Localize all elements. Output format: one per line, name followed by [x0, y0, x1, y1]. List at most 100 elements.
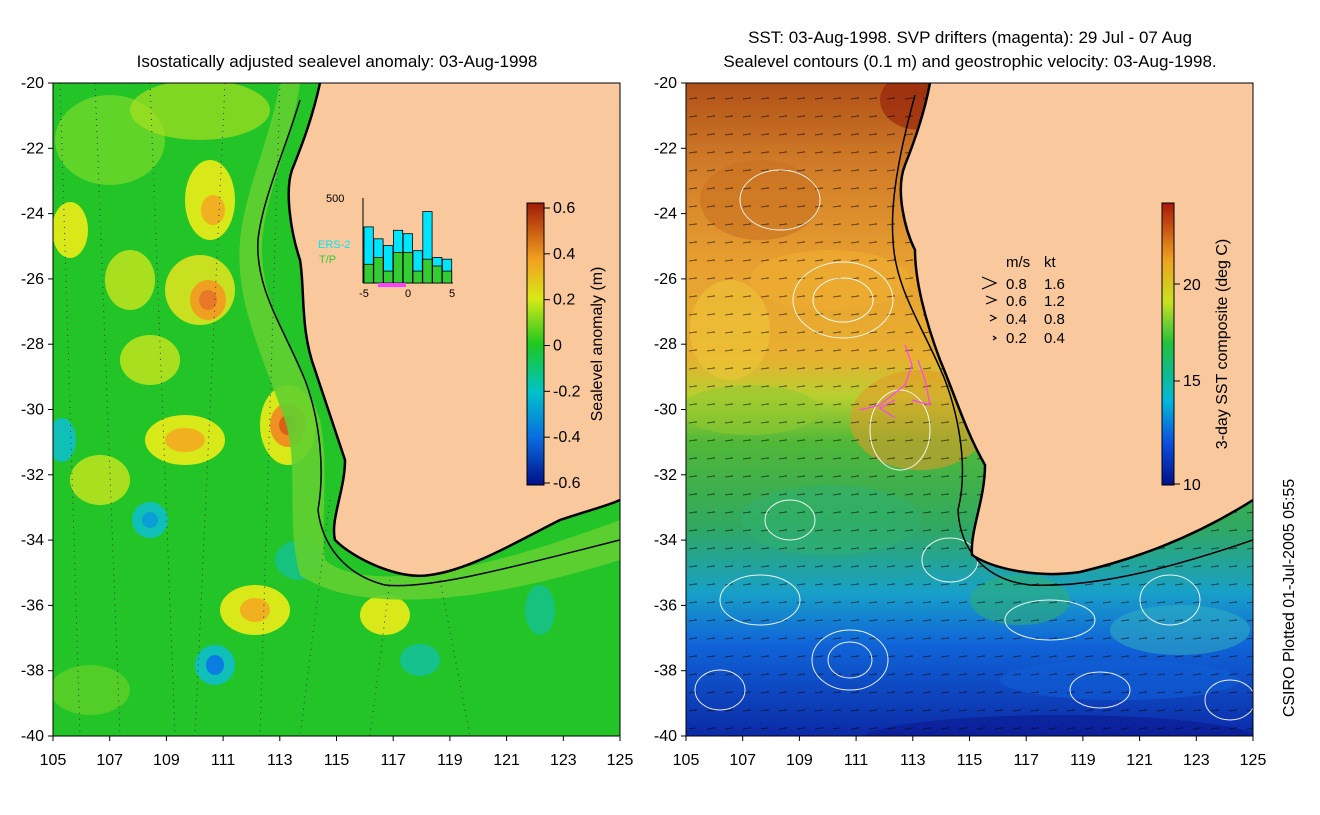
x-tick-label: 109 — [786, 752, 813, 769]
x-tick-label: 109 — [153, 752, 180, 769]
x-tick-label: 125 — [607, 752, 634, 769]
inset-legend-ers2: ERS-2 — [318, 239, 350, 251]
x-tick-label: 107 — [96, 752, 123, 769]
shelf-isobath-left — [257, 99, 620, 587]
y-tick-label: -20 — [21, 75, 44, 92]
inset-max-label: 500 — [326, 193, 344, 205]
y-tick-label: -22 — [21, 140, 44, 157]
sla-colorbar-tick: -0.4 — [553, 429, 581, 446]
inset-bar-tp — [412, 270, 423, 284]
sst-colorbar-tick: 15 — [1183, 373, 1201, 390]
left-x-axis: 105 107 109 111 113 115 117 119 121 123 125 — [40, 736, 634, 769]
satellite-tracks — [59, 83, 471, 736]
sealevel-contours — [694, 169, 1253, 721]
right-x-axis: 105 107 109 111 113 115 117 119 121 123 125 — [673, 736, 1267, 769]
y-tick-label: -26 — [21, 271, 44, 288]
x-tick-label: 125 — [1240, 752, 1267, 769]
x-tick-label: 117 — [1013, 752, 1039, 769]
svp-drifter-tracks — [859, 344, 931, 419]
x-tick-label: 105 — [673, 752, 700, 769]
sla-colorbar — [526, 202, 545, 486]
velocity-legend-arrow — [992, 335, 998, 341]
y-tick-label: -36 — [654, 597, 677, 614]
x-tick-label: 107 — [729, 752, 756, 769]
sst-colorbar — [1161, 202, 1175, 486]
sla-map: 500 ERS-2 T/P -5 0 5 — [53, 83, 620, 736]
y-tick-label: -32 — [21, 467, 44, 484]
y-tick-label: -30 — [654, 402, 677, 419]
inset-bars — [363, 211, 453, 284]
sst-colorbar-tick: 20 — [1183, 277, 1201, 294]
inset-bar-tp — [422, 258, 433, 284]
sla-colorbar-tick: 0 — [553, 338, 562, 355]
left-panel-title: Isostatically adjusted sealevel anomaly:… — [137, 52, 538, 71]
y-tick-label: -22 — [654, 140, 677, 157]
inset-bar-tp — [383, 270, 394, 284]
y-tick-label: -36 — [21, 597, 44, 614]
inset-time-window — [378, 283, 406, 287]
x-tick-label: 121 — [1126, 752, 1153, 769]
x-tick-label: 123 — [1183, 752, 1210, 769]
left-y-axis: -20 -22 -24 -26 -28 -30 -32 -34 -36 -38 -40 — [21, 75, 53, 745]
shelf-isobath-right — [891, 94, 1253, 587]
velocity-legend-kt: 0.4 — [1044, 330, 1065, 347]
velocity-legend-kt: 0.8 — [1044, 311, 1065, 328]
sla-colorbar-tick: 0.6 — [553, 200, 575, 217]
velocity-legend-kt: 1.6 — [1044, 276, 1065, 293]
velocity-legend-arrow — [981, 276, 998, 290]
inset-bar-tp — [392, 251, 404, 284]
x-tick-label: 115 — [957, 752, 983, 769]
velocity-legend-ms: 0.4 — [1006, 311, 1027, 328]
velocity-legend-ms: 0.8 — [1006, 276, 1027, 293]
velocity-legend-ms: 0.6 — [1006, 293, 1027, 310]
velocity-legend: m/s kt 0.8 1.6 0.6 1.2 0.4 0.8 0.2 0.4 — [981, 254, 1065, 347]
inset-xtick: 0 — [405, 288, 411, 300]
inset-legend-tp: T/P — [319, 254, 336, 266]
right-panel-title-line1: SST: 03-Aug-1998. SVP drifters (magenta)… — [748, 28, 1192, 47]
x-tick-label: 119 — [437, 752, 463, 769]
y-tick-label: -38 — [21, 663, 44, 680]
sla-colorbar-tick: 0.4 — [553, 246, 575, 263]
sst-colorbar-tick: 10 — [1183, 477, 1201, 494]
inset-bar-tp — [402, 251, 413, 284]
x-tick-label: 119 — [1070, 752, 1096, 769]
x-tick-label: 111 — [844, 752, 868, 769]
y-tick-label: -40 — [21, 728, 44, 745]
sla-colorbar-tick: -0.6 — [553, 475, 581, 492]
x-tick-label: 123 — [550, 752, 577, 769]
inset-bar-tp — [432, 265, 443, 284]
sla-colorbar-tick: -0.2 — [553, 383, 581, 400]
inset-bar-tp — [373, 257, 384, 284]
y-tick-label: -24 — [654, 206, 677, 223]
y-tick-label: -28 — [654, 336, 677, 353]
right-y-axis: -20 -22 -24 -26 -28 -30 -32 -34 -36 -38 -40 — [654, 75, 686, 745]
velocity-legend-header-kt: kt — [1044, 254, 1057, 271]
sla-colorbar-ticks: 0.6 0.4 0.2 0 -0.2 -0.4 -0.6 — [544, 200, 581, 492]
x-tick-label: 105 — [40, 752, 67, 769]
coastline-right — [899, 83, 1253, 576]
y-tick-label: -34 — [21, 532, 44, 549]
sla-colorbar-label: Sealevel anomaly (m) — [589, 267, 606, 422]
inset-xtick: 5 — [449, 288, 455, 300]
velocity-legend-header-ms: m/s — [1006, 254, 1030, 271]
inset-bar-tp — [441, 270, 453, 284]
x-tick-label: 117 — [380, 752, 406, 769]
x-tick-label: 115 — [324, 752, 350, 769]
y-tick-label: -34 — [654, 532, 677, 549]
y-tick-label: -20 — [654, 75, 677, 92]
velocity-legend-kt: 1.2 — [1044, 293, 1065, 310]
x-tick-label: 113 — [267, 752, 293, 769]
y-tick-label: -26 — [654, 271, 677, 288]
x-tick-label: 111 — [211, 752, 235, 769]
inset-bar-tp — [363, 263, 374, 284]
y-tick-label: -32 — [654, 467, 677, 484]
sst-colorbar-label: 3-day SST composite (deg C) — [1214, 239, 1231, 449]
right-panel-title-line2: Sealevel contours (0.1 m) and geostrophi… — [723, 52, 1216, 71]
velocity-legend-ms: 0.2 — [1006, 330, 1027, 347]
velocity-legend-arrow — [989, 314, 998, 322]
sla-colorbar-tick: 0.2 — [553, 292, 575, 309]
y-tick-label: -30 — [21, 402, 44, 419]
credit-text: CSIRO Plotted 01-Jul-2005 05:55 — [1281, 479, 1298, 717]
coastline-left — [287, 83, 620, 578]
